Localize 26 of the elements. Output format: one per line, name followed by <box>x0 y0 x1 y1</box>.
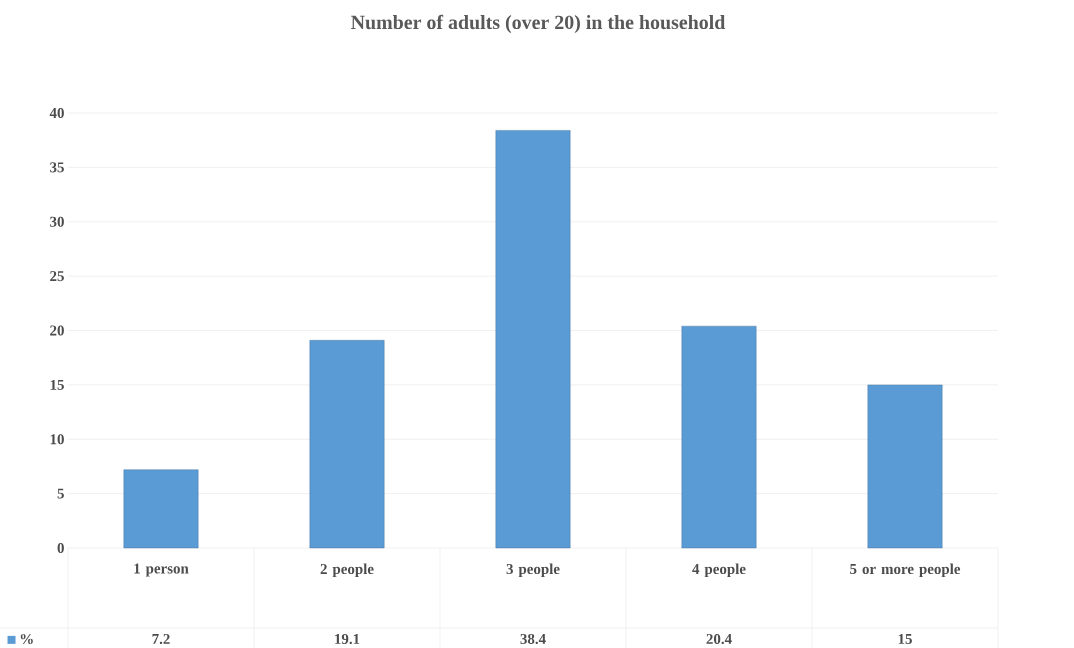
y-tick-label: 0 <box>57 542 64 554</box>
bar <box>495 130 571 549</box>
x-tick-label: 1 person <box>134 563 189 577</box>
bar <box>123 469 199 549</box>
legend-label: % <box>20 633 33 645</box>
bar <box>867 384 943 549</box>
bar <box>309 340 385 549</box>
data-label: 7.2 <box>152 633 170 645</box>
data-label: 38.4 <box>520 633 546 645</box>
x-tick-label: 5 or more people <box>850 563 961 578</box>
y-tick-label: 35 <box>50 162 64 173</box>
y-tick-label: 30 <box>50 216 64 227</box>
y-tick-label: 25 <box>50 271 64 282</box>
x-tick-label: 2 people <box>320 563 374 578</box>
y-tick-label: 20 <box>50 325 64 336</box>
data-label: 20.4 <box>706 633 732 645</box>
y-tick-label: 15 <box>50 379 64 390</box>
bar <box>681 325 757 549</box>
data-label: 15 <box>898 634 912 644</box>
x-tick-label: 3 people <box>506 563 560 578</box>
data-label: 19.1 <box>335 633 360 645</box>
y-tick-label: 40 <box>49 107 64 119</box>
y-tick-label: 10 <box>50 434 64 445</box>
chart-title: Number of adults (over 20) in the household <box>351 14 726 34</box>
y-tick-label: 5 <box>57 488 64 499</box>
x-tick-label: 4 people <box>692 563 746 578</box>
